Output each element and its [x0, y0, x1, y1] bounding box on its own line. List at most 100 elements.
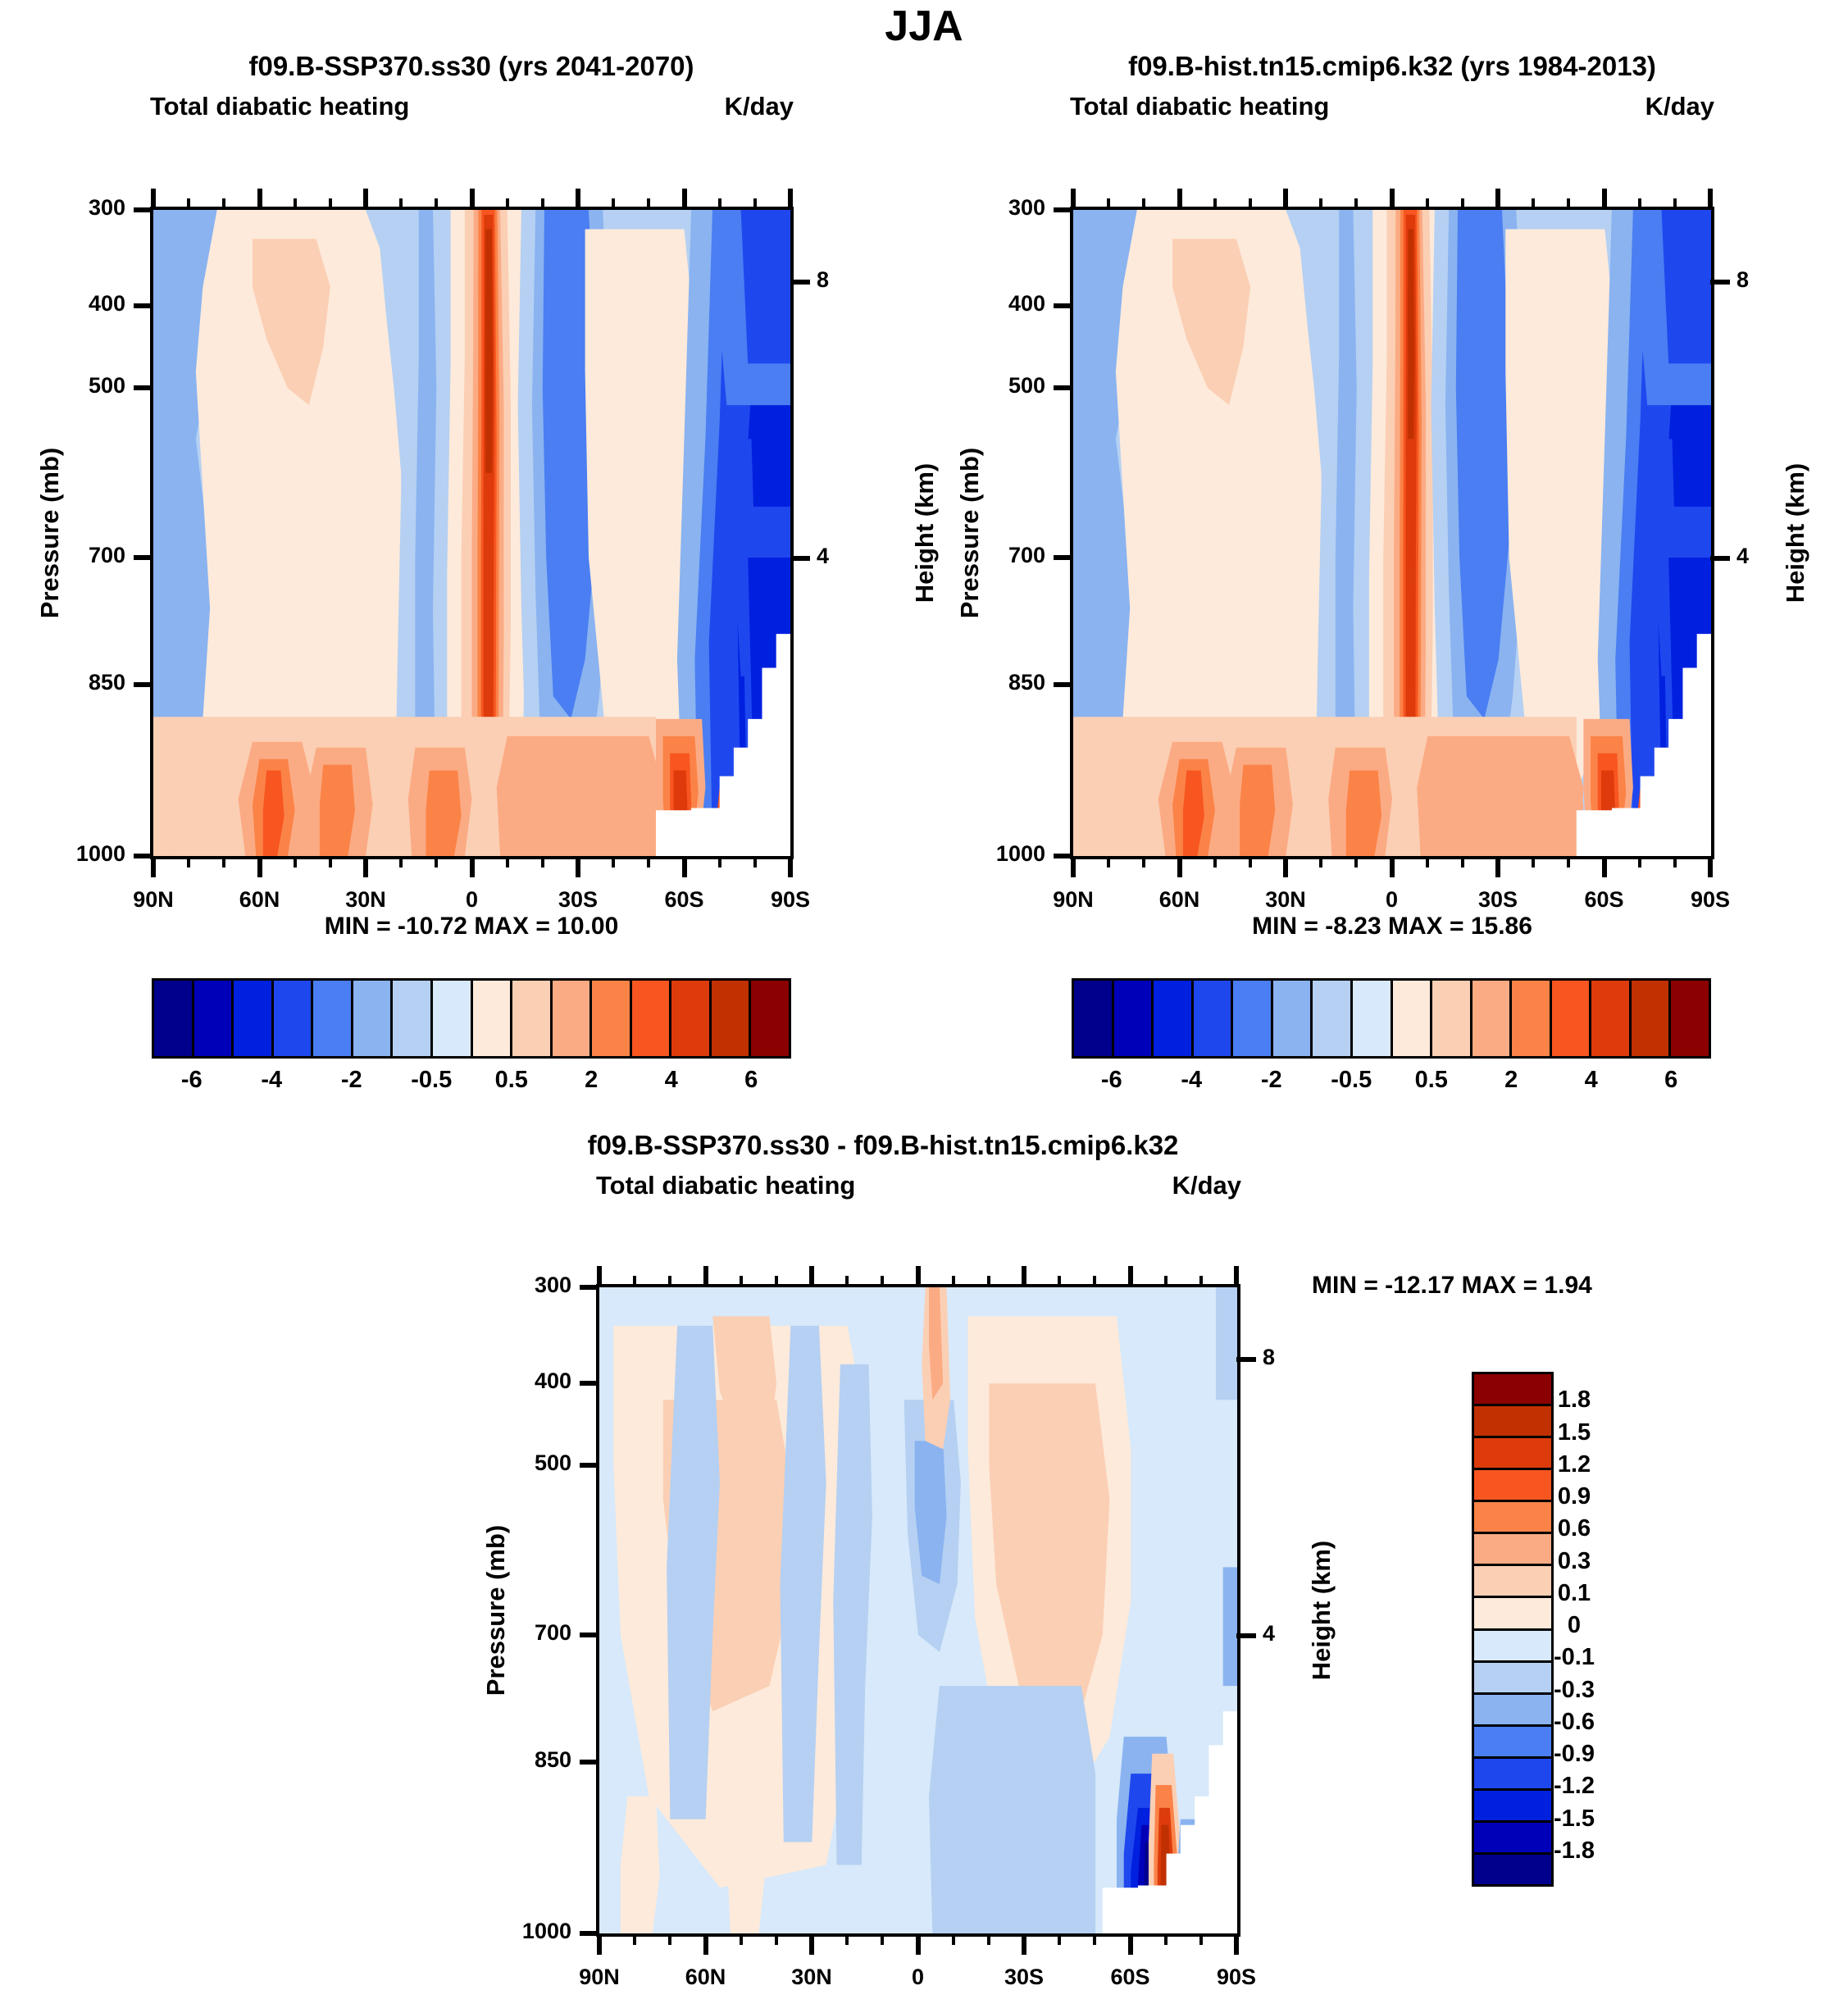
x-tick-minor-top	[399, 198, 403, 210]
band-pos05-nh	[189, 210, 437, 856]
panel-top-right-units: K/day	[1645, 92, 1714, 121]
x-tick-minor-top	[1199, 1276, 1203, 1287]
x-tick-minor	[540, 856, 544, 867]
y-tick-label-300: 300	[534, 1273, 571, 1297]
x-tick-minor	[753, 856, 757, 867]
x-tick-minor	[1163, 1933, 1168, 1945]
y-tick-major	[134, 854, 153, 858]
bl-core-sh2	[567, 758, 663, 856]
x-tick-major-top	[915, 1266, 921, 1287]
band-pos1b-nh	[266, 253, 313, 356]
colorbar-tick-label: 0	[1567, 1612, 1582, 1638]
y2-tick-major	[1710, 556, 1730, 562]
x-tick-major-top	[576, 189, 580, 210]
colorbar-cell	[1512, 981, 1552, 1056]
y-tick-label-1000: 1000	[521, 1919, 571, 1943]
x-tick-minor-top	[612, 198, 616, 210]
x-tick-minor	[1319, 856, 1323, 867]
y-tick-label-500: 500	[88, 373, 125, 398]
y2-tick-label-4: 4	[1736, 544, 1750, 569]
colorbar-cell	[1671, 981, 1709, 1056]
x-tick-major	[469, 856, 475, 877]
colorbar-cell	[1392, 981, 1433, 1056]
diff-cool-nh2	[780, 1325, 826, 1842]
y-tick-major	[134, 682, 153, 688]
x-tick-minor-top	[1673, 198, 1677, 210]
x-tick-major	[363, 856, 368, 877]
colorbar-cell	[1074, 981, 1114, 1056]
x-tick-minor-top	[1567, 198, 1571, 210]
terrain-mask	[656, 634, 790, 856]
x-tick-major-top	[469, 189, 475, 210]
colorbar-cell	[1474, 1758, 1551, 1791]
x-tick-label-60S: 60S	[1110, 1965, 1150, 1989]
x-tick-minor	[1673, 856, 1677, 867]
y-tick-major	[580, 1760, 599, 1765]
panel-top-left-variable: Total diabatic heating	[150, 92, 410, 121]
colorbar-tick-label: 2	[585, 1067, 599, 1093]
colorbar-bottom-diff	[1472, 1372, 1554, 1887]
upper-polar-blue2	[1661, 210, 1711, 364]
x-tick-minor-top	[1319, 198, 1323, 210]
panel-top-right-plot	[1070, 207, 1714, 859]
y-tick-label-500: 500	[1008, 373, 1045, 398]
colorbar-top-right	[1072, 978, 1711, 1059]
y-tick-major	[580, 1463, 599, 1469]
x-tick-minor	[1093, 1933, 1097, 1945]
x-tick-major-top	[1071, 189, 1076, 210]
itcz-6	[1408, 229, 1415, 439]
colorbar-tick-label: 0.6	[1557, 1515, 1591, 1542]
colorbar-cell	[432, 981, 473, 1056]
x-tick-minor-top	[1425, 198, 1429, 210]
colorbar-tick-label: -0.5	[411, 1067, 453, 1093]
x-tick-minor	[187, 856, 191, 867]
y-tick-label-700: 700	[534, 1620, 571, 1646]
itcz-6	[485, 229, 493, 473]
y2-axis-title-height: Height (km)	[1307, 1540, 1336, 1681]
y-tick-label-850: 850	[534, 1747, 571, 1773]
x-tick-label-30S: 30S	[1477, 887, 1518, 912]
colorbar-cell	[1474, 1694, 1551, 1727]
panel-bottom-diff-plot	[596, 1284, 1240, 1937]
y2-axis-title-height: Height (km)	[910, 462, 939, 603]
panel-top-right-variable: Total diabatic heating	[1070, 92, 1330, 121]
panel-top-right-contours	[1073, 210, 1711, 856]
x-tick-minor-top	[774, 1276, 778, 1287]
x-tick-major	[1708, 856, 1713, 877]
x-tick-minor-top	[951, 1276, 955, 1287]
y2-axis-title-height: Height (km)	[1781, 462, 1809, 603]
y-axis-title-pressure: Pressure (mb)	[481, 1524, 510, 1696]
x-tick-label-0: 0	[1385, 887, 1399, 912]
x-tick-minor-top	[881, 1276, 885, 1287]
colorbar-tick-label: 0.5	[1414, 1067, 1448, 1093]
x-tick-label-60N: 60N	[1158, 887, 1200, 912]
panel-top-left-units: K/day	[724, 92, 794, 121]
x-tick-major-top	[1601, 189, 1607, 210]
y-tick-major	[1054, 854, 1073, 858]
colorbar-cell	[1474, 1822, 1551, 1855]
x-tick-major	[1495, 856, 1500, 877]
x-tick-minor-top	[435, 198, 439, 210]
colorbar-cell	[1352, 981, 1393, 1056]
y2-tick-major	[1236, 1633, 1256, 1639]
y-tick-major	[580, 1931, 599, 1936]
x-tick-minor-top	[986, 1276, 990, 1287]
colorbar-tick-label: 1.5	[1557, 1419, 1591, 1446]
x-tick-minor-top	[222, 198, 226, 210]
x-tick-minor-top	[1354, 198, 1359, 210]
sh-warm-mid2	[1519, 322, 1595, 676]
colorbar-cell	[1591, 981, 1632, 1056]
x-tick-label-30S: 30S	[558, 887, 599, 912]
x-tick-major-top	[1389, 189, 1395, 210]
x-tick-minor-top	[647, 198, 651, 210]
x-tick-major-top	[1495, 189, 1500, 210]
x-tick-major-top	[151, 189, 156, 210]
x-tick-minor-top	[1163, 1276, 1168, 1287]
y-tick-major	[134, 207, 153, 212]
x-tick-minor	[717, 856, 721, 867]
y-tick-label-300: 300	[88, 195, 125, 220]
x-tick-minor-top	[328, 198, 332, 210]
x-tick-label-30N: 30N	[791, 1965, 832, 1989]
x-tick-minor	[222, 856, 226, 867]
x-tick-major	[1283, 856, 1288, 877]
